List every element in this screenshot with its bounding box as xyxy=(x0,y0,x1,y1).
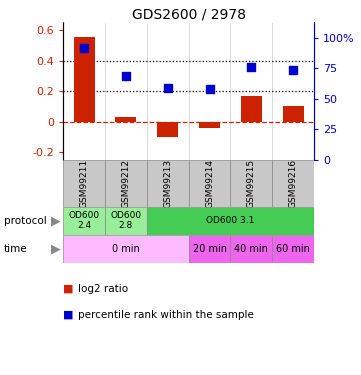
Bar xyxy=(272,160,314,207)
Point xyxy=(81,45,87,51)
Title: GDS2600 / 2978: GDS2600 / 2978 xyxy=(132,8,245,21)
Bar xyxy=(188,160,230,207)
Text: GSM99215: GSM99215 xyxy=(247,159,256,208)
Text: protocol: protocol xyxy=(4,216,46,226)
Bar xyxy=(116,117,136,122)
Text: ▶: ▶ xyxy=(51,214,61,227)
Point xyxy=(165,85,171,91)
Text: GSM99213: GSM99213 xyxy=(163,159,172,208)
Text: ■: ■ xyxy=(63,310,74,320)
Text: GSM99216: GSM99216 xyxy=(289,159,298,208)
Bar xyxy=(105,207,147,235)
Bar xyxy=(272,235,314,262)
Bar xyxy=(230,235,272,262)
Bar xyxy=(63,235,188,262)
Bar xyxy=(241,96,262,122)
Bar xyxy=(188,235,230,262)
Text: 60 min: 60 min xyxy=(276,244,310,254)
Bar xyxy=(283,106,304,122)
Point xyxy=(206,86,212,92)
Point xyxy=(248,64,254,70)
Text: time: time xyxy=(4,244,27,254)
Text: 20 min: 20 min xyxy=(192,244,227,254)
Text: GSM99211: GSM99211 xyxy=(79,159,88,208)
Bar xyxy=(147,207,314,235)
Bar xyxy=(74,37,95,122)
Text: ▶: ▶ xyxy=(51,242,61,255)
Text: percentile rank within the sample: percentile rank within the sample xyxy=(78,310,253,320)
Text: OD600 3.1: OD600 3.1 xyxy=(206,216,255,225)
Bar xyxy=(147,160,188,207)
Text: 0 min: 0 min xyxy=(112,244,140,254)
Point xyxy=(123,73,129,79)
Point xyxy=(290,68,296,74)
Bar xyxy=(105,160,147,207)
Bar xyxy=(199,122,220,128)
Bar xyxy=(63,207,105,235)
Text: ■: ■ xyxy=(63,284,74,294)
Text: GSM99212: GSM99212 xyxy=(121,159,130,208)
Bar xyxy=(63,160,105,207)
Bar xyxy=(157,122,178,137)
Text: 40 min: 40 min xyxy=(234,244,268,254)
Text: log2 ratio: log2 ratio xyxy=(78,284,128,294)
Bar xyxy=(230,160,272,207)
Text: OD600
2.8: OD600 2.8 xyxy=(110,211,142,230)
Text: OD600
2.4: OD600 2.4 xyxy=(69,211,100,230)
Text: GSM99214: GSM99214 xyxy=(205,159,214,208)
